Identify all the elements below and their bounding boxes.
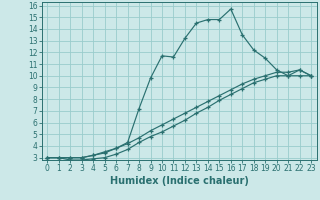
X-axis label: Humidex (Indice chaleur): Humidex (Indice chaleur) [110,176,249,186]
